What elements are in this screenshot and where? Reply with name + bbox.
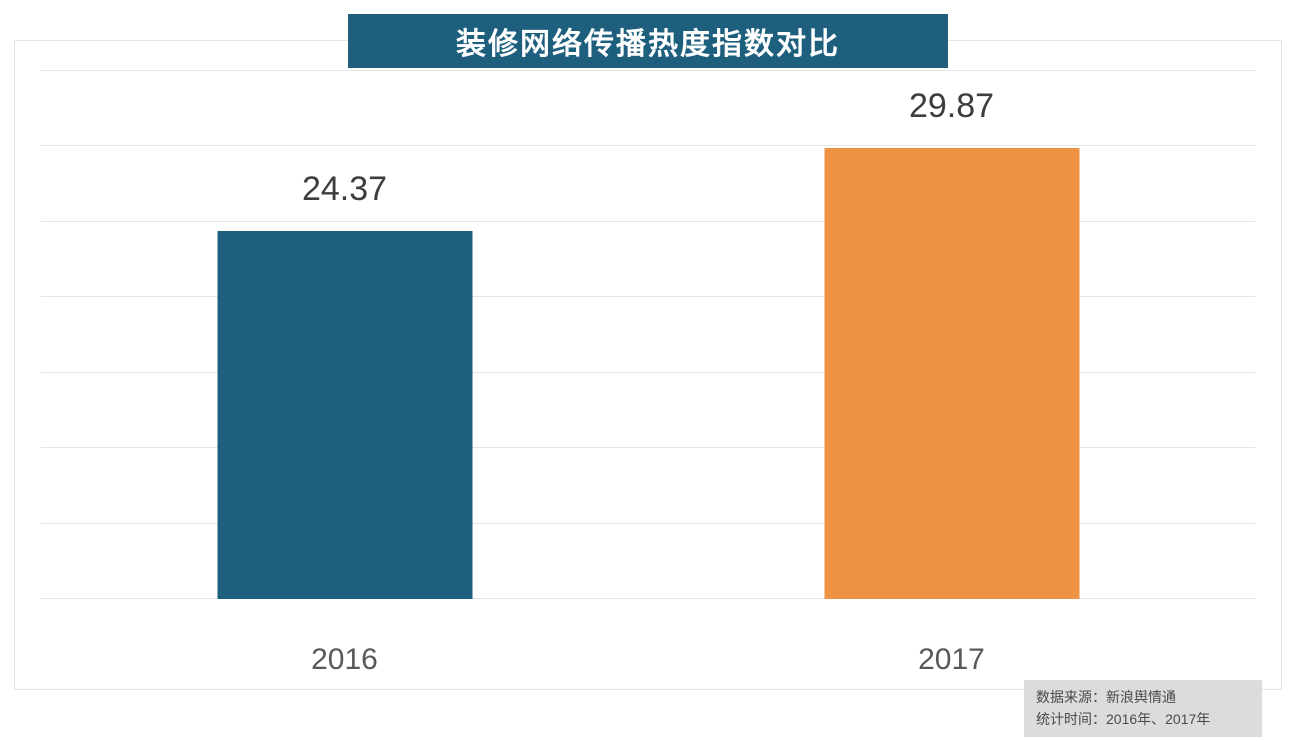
chart-frame: 24.37 2016 29.87 2017 xyxy=(14,40,1282,690)
x-axis-label: 2016 xyxy=(311,643,378,676)
source-note-line2: 统计时间：2016年、2017年 xyxy=(1036,711,1211,728)
bar-group: 29.87 xyxy=(824,71,1079,599)
plot-area: 24.37 2016 29.87 2017 xyxy=(41,70,1255,676)
bar-2017[interactable] xyxy=(824,148,1079,599)
bar-2016[interactable] xyxy=(217,231,472,599)
gridline xyxy=(41,598,1255,599)
x-axis-label: 2017 xyxy=(918,643,985,676)
gridline xyxy=(41,522,1255,524)
source-note-line1: 数据来源：新浪舆情通 xyxy=(1036,689,1176,705)
chart-title: 装修网络传播热度指数对比 xyxy=(348,14,948,68)
bar-value-label: 29.87 xyxy=(908,87,995,126)
gridline xyxy=(41,371,1255,373)
source-note: 数据来源：新浪舆情通 统计时间：2016年、2017年 xyxy=(1024,680,1262,737)
gridline xyxy=(41,447,1255,449)
gridline xyxy=(41,220,1255,222)
bar-value-label: 24.37 xyxy=(301,170,388,209)
gridline xyxy=(41,296,1255,298)
gridline xyxy=(41,145,1255,147)
gridline xyxy=(41,70,1255,71)
bar-group: 24.37 xyxy=(217,71,472,599)
